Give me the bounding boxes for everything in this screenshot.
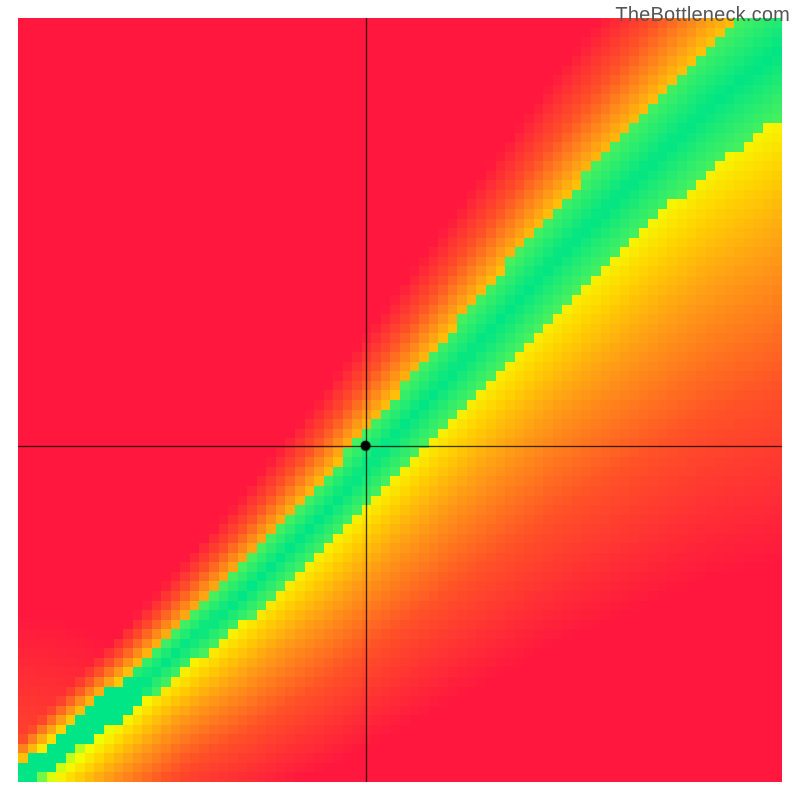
- bottleneck-heatmap: [0, 0, 800, 800]
- chart-container: TheBottleneck.com: [0, 0, 800, 800]
